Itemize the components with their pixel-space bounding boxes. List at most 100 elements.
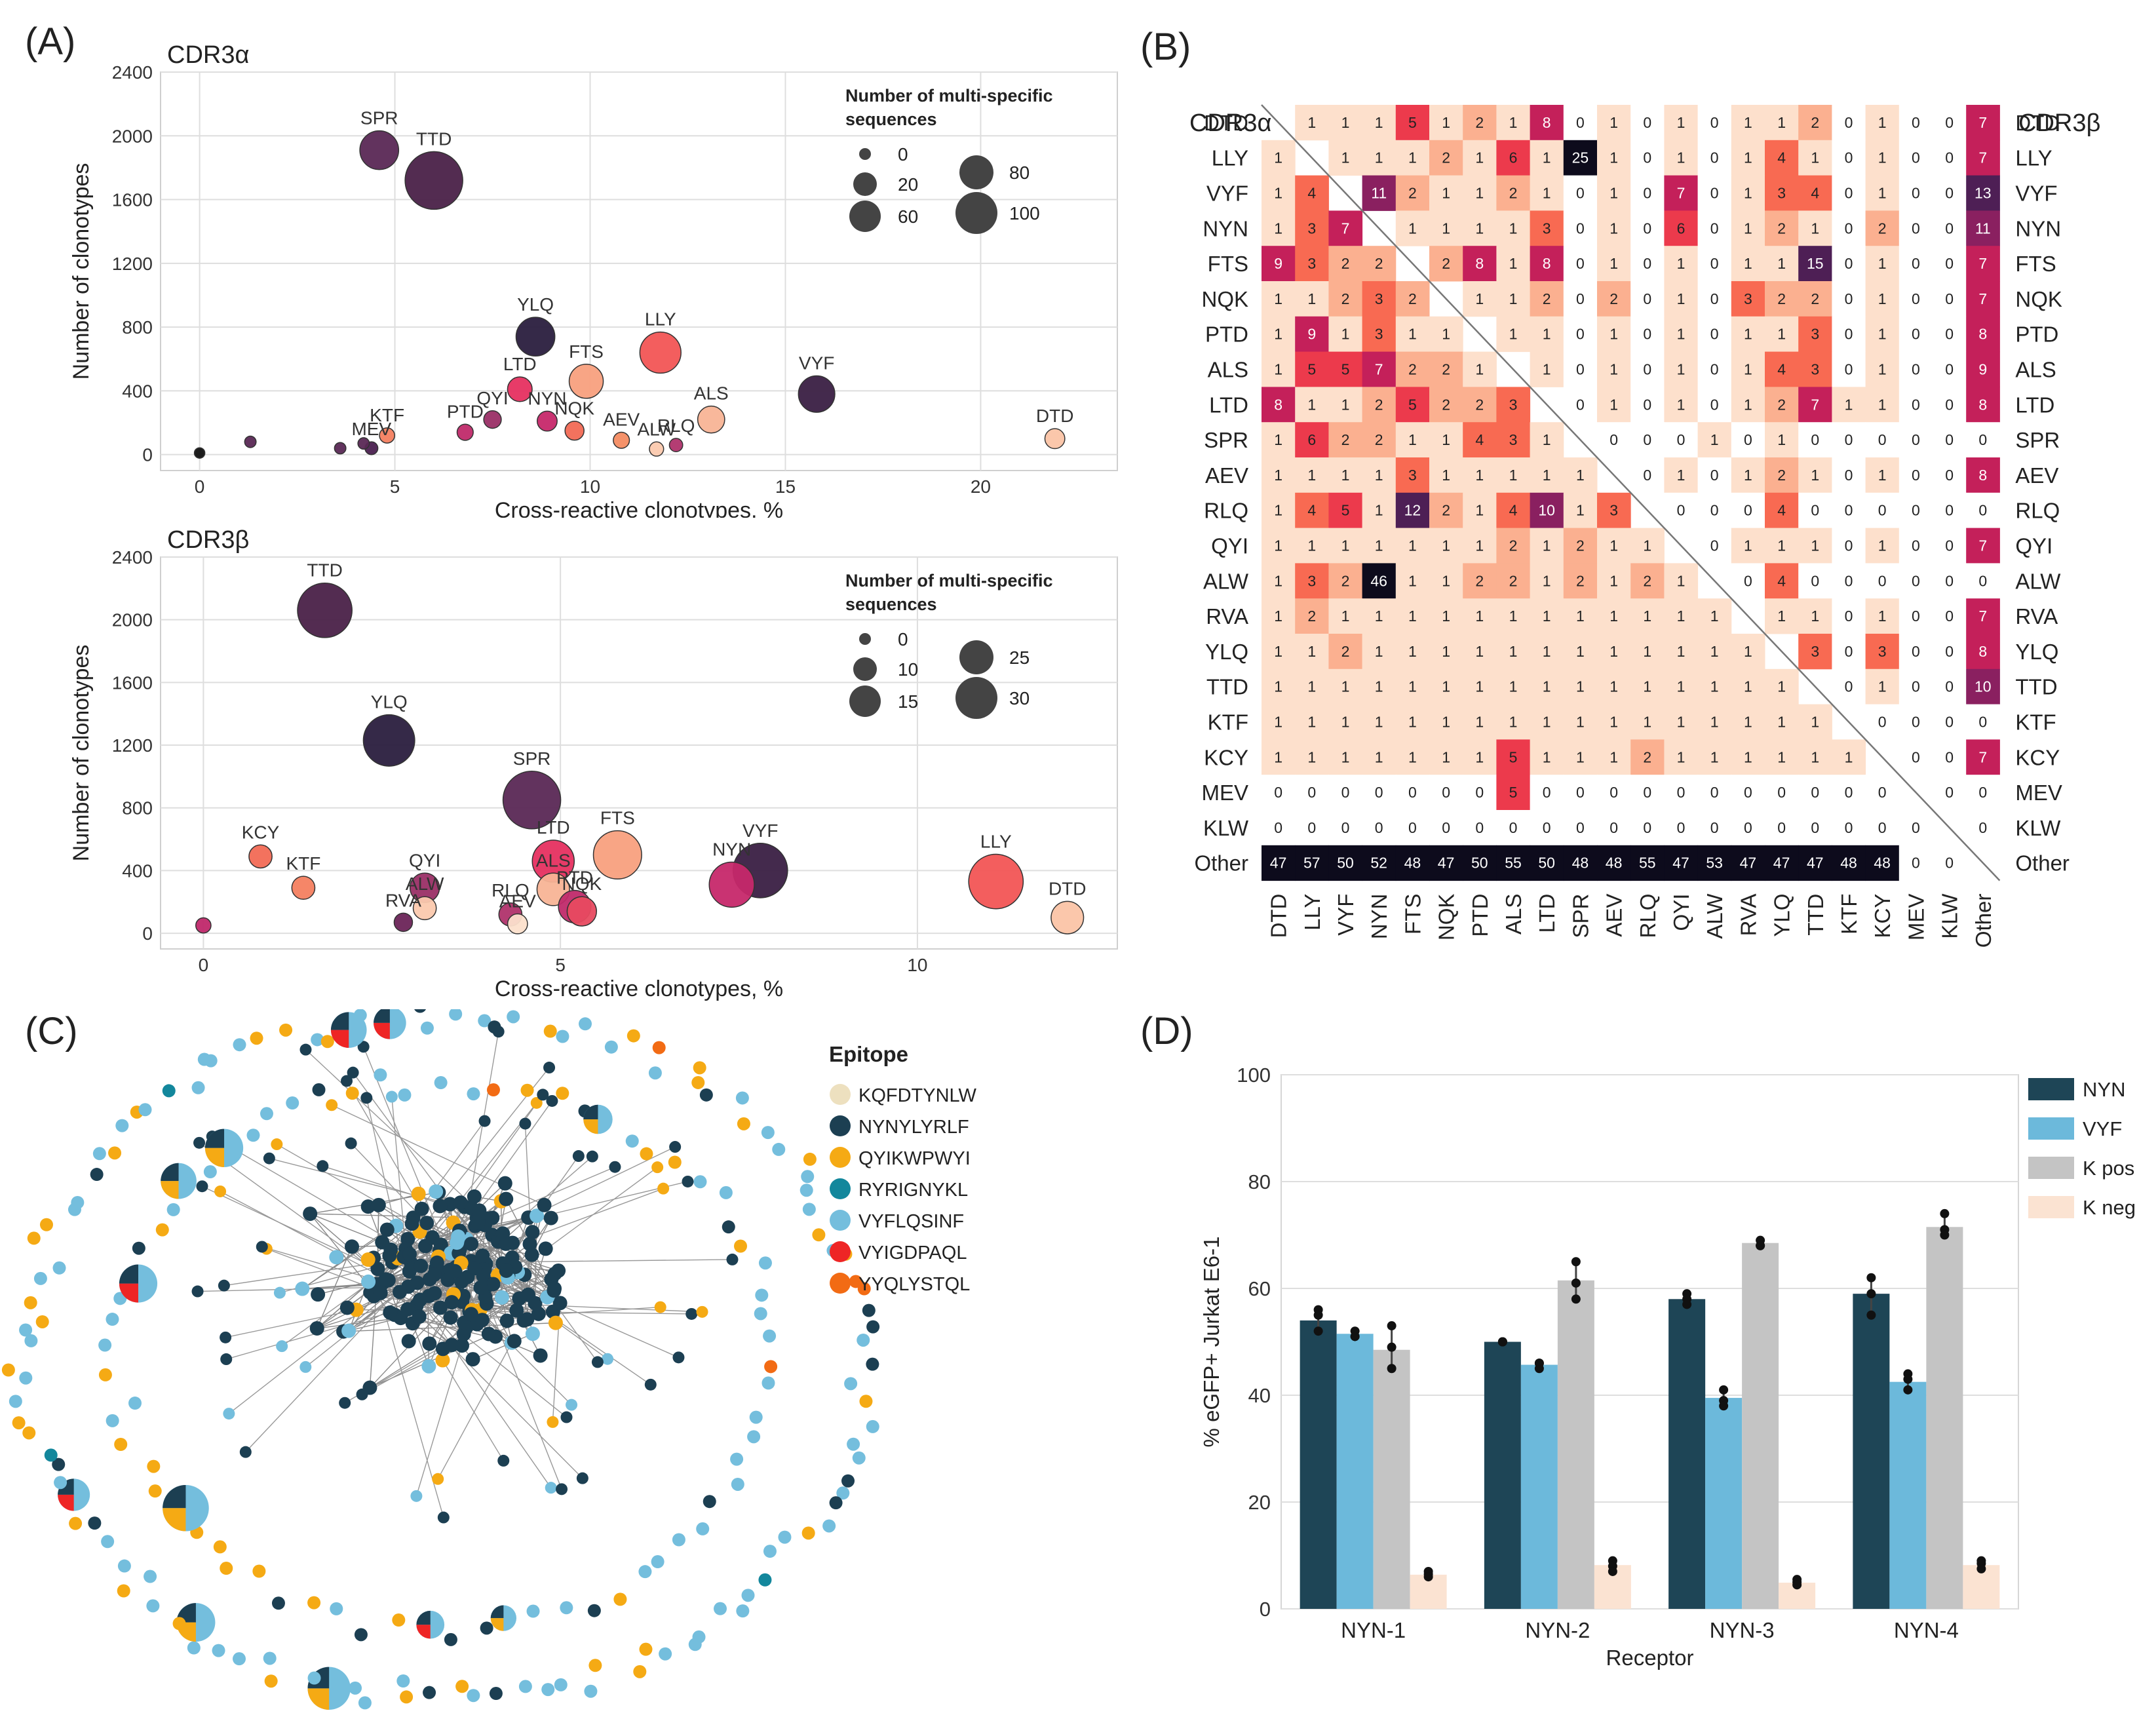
heatmap-cell <box>1731 492 1765 529</box>
pie-node-slice <box>330 1030 349 1048</box>
cell-value: 1 <box>1609 361 1618 378</box>
heatmap-cell <box>1798 281 1832 317</box>
cell-value: 3 <box>1744 290 1752 307</box>
heatmap-cell <box>1328 704 1363 740</box>
cell-value: 7 <box>1978 255 1987 272</box>
cell-value: 0 <box>1643 431 1651 448</box>
heatmap-cell <box>1731 739 1765 775</box>
heatmap-cell <box>1865 422 1900 458</box>
heatmap-cell <box>1395 634 1430 670</box>
cell-value: 1 <box>1878 290 1887 307</box>
heatmap-cell <box>1798 316 1832 353</box>
cell-value: 0 <box>1643 326 1651 343</box>
network-node <box>497 1454 510 1467</box>
cell-value: 0 <box>1643 149 1651 166</box>
network-node <box>522 1237 537 1252</box>
heatmap-cell <box>1362 316 1397 353</box>
network-node <box>519 1117 531 1130</box>
cell-value: 1 <box>1375 714 1383 731</box>
heatmap-cell <box>1496 492 1531 529</box>
network-node <box>345 1137 357 1149</box>
cell-value: 1 <box>1543 572 1551 589</box>
bar-vyf <box>1520 1364 1558 1609</box>
cell-value: 0 <box>1643 290 1651 307</box>
network-node <box>435 1341 450 1357</box>
heatmap-cell <box>1496 739 1531 775</box>
cell-value: 9 <box>1978 361 1987 378</box>
row-label-right: RVA <box>2015 604 2058 628</box>
cell-value: 0 <box>1677 784 1686 801</box>
pie-node-slice <box>416 1610 431 1625</box>
heatmap-cell <box>1597 492 1631 529</box>
heatmap-cell <box>1898 351 1933 387</box>
network-node <box>651 1555 665 1569</box>
heatmap-cell <box>1865 704 1900 740</box>
network-node <box>347 1066 359 1079</box>
heatmap-cell <box>1731 668 1765 705</box>
cell-value: 1 <box>1878 537 1887 554</box>
network-node <box>35 1315 49 1328</box>
cell-value: 2 <box>1509 537 1518 554</box>
cell-value: 5 <box>1509 748 1518 765</box>
cell-value: 8 <box>1978 396 1987 413</box>
heatmap-cell <box>1530 175 1564 211</box>
cell-value: 1 <box>1643 643 1651 660</box>
cell-value: 0 <box>1878 714 1887 731</box>
heatmap-cell <box>1731 316 1765 353</box>
size-legend-circle <box>853 172 877 196</box>
row-label-left: PTD <box>1205 322 1248 347</box>
pie-node-slice <box>374 1009 390 1023</box>
heatmap-cell <box>1966 775 2000 811</box>
heatmap-cell <box>1597 210 1631 246</box>
point-unlabeled <box>357 437 370 450</box>
network-node <box>685 1307 698 1320</box>
cell-value: 1 <box>1744 467 1752 484</box>
network-edge <box>245 1265 421 1453</box>
pie-node-slice <box>204 1148 225 1167</box>
network-node <box>411 1186 426 1201</box>
network-node <box>763 1545 777 1558</box>
replicate-point <box>1608 1566 1617 1576</box>
cell-value: 1 <box>1609 326 1618 343</box>
legend-label: QYIKWPWYI <box>858 1148 971 1169</box>
network-node <box>696 1522 710 1535</box>
network-node <box>398 1088 412 1102</box>
heatmap-cell <box>1295 810 1329 846</box>
y-tick-label: 100 <box>1237 1064 1271 1087</box>
cell-value: 0 <box>1978 572 1987 589</box>
cell-value: 0 <box>1643 114 1651 131</box>
cell-value: 1 <box>1609 572 1618 589</box>
cell-value: 1 <box>1509 114 1518 131</box>
heatmap-cell <box>1295 704 1329 740</box>
heatmap-cell <box>1765 492 1799 529</box>
network-node <box>375 1235 390 1250</box>
y-tick-label: 40 <box>1248 1384 1271 1407</box>
point-unlabeled <box>195 917 212 934</box>
point-unlabeled <box>334 442 347 455</box>
cell-value: 0 <box>1912 748 1920 765</box>
heatmap-cell <box>1563 845 1598 881</box>
heatmap-cell <box>1664 704 1699 740</box>
point-label: KCY <box>242 822 280 842</box>
cell-value: 1 <box>1576 467 1585 484</box>
heatmap-cell <box>1697 528 1732 564</box>
cell-value: 1 <box>1576 608 1585 625</box>
point-label: ALW <box>406 874 444 894</box>
network-node <box>465 1352 480 1367</box>
point-label: NQK <box>562 874 602 894</box>
heatmap-cell <box>1395 281 1430 317</box>
heatmap-cell <box>1664 668 1699 705</box>
cell-value: 1 <box>1341 537 1350 554</box>
cell-value: 1 <box>1274 149 1282 166</box>
heatmap-cell <box>1697 668 1732 705</box>
cell-value: 1 <box>1777 748 1786 765</box>
row-label-right: YLQ <box>2015 640 2058 664</box>
cell-value: 0 <box>1845 255 1853 272</box>
network-node <box>396 1674 410 1688</box>
network-node <box>852 1451 866 1465</box>
network-node <box>857 1333 870 1347</box>
row-label-right: AEV <box>2015 463 2058 488</box>
cell-value: 1 <box>1408 537 1417 554</box>
network-edge <box>391 1096 406 1249</box>
cell-value: 50 <box>1538 855 1555 872</box>
